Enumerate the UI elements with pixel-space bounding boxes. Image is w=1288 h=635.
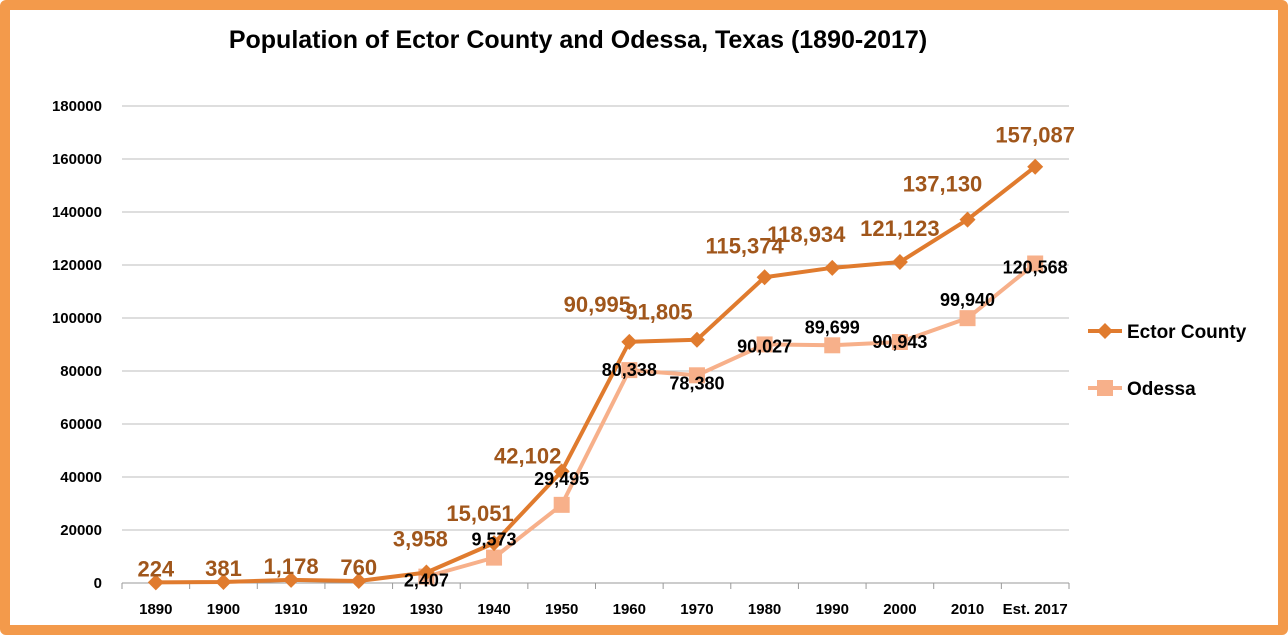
odessa-data-label: 120,568 <box>1003 257 1068 277</box>
y-tick-label: 20000 <box>60 522 102 539</box>
square-marker <box>959 310 976 327</box>
odessa-data-label: 90,943 <box>872 332 927 352</box>
x-tick-label: 1970 <box>680 601 713 618</box>
square-marker <box>486 549 503 566</box>
y-tick-label: 160000 <box>52 151 102 168</box>
data-labels: 2,407 9,573 29,495 80,338 78,380 90,027 89,699… <box>137 123 1074 591</box>
ector-county-data-label: 118,934 <box>767 222 846 247</box>
diamond-marker <box>959 211 976 228</box>
x-tick-label: 1940 <box>477 601 510 618</box>
x-tick-label: 1960 <box>613 601 646 618</box>
ector-county-data-label: 137,130 <box>903 172 983 197</box>
diamond-marker <box>1027 158 1044 175</box>
square-marker <box>1097 380 1113 396</box>
ector-county-data-label: 381 <box>205 556 242 581</box>
square-marker <box>688 367 705 384</box>
square-marker <box>1027 255 1044 272</box>
diamond-marker <box>418 564 435 581</box>
odessa-data-label: 89,699 <box>805 317 860 337</box>
odessa-data-label: 29,495 <box>534 469 589 489</box>
ector-county-data-label: 157,087 <box>995 123 1075 148</box>
square-marker <box>756 336 773 353</box>
x-tick-label: Est. 2017 <box>1003 601 1068 618</box>
ector-county-data-label: 1,178 <box>264 554 319 579</box>
odessa-data-label: 2,407 <box>404 571 449 591</box>
diamond-marker <box>824 259 841 276</box>
y-tick-label: 40000 <box>60 469 102 486</box>
x-axis-ticks: 1890 1900 1910 1920 1930 1940 1950 1960 1970 1980… <box>139 601 1068 618</box>
y-tick-label: 180000 <box>52 98 102 115</box>
odessa-data-label: 99,940 <box>940 290 995 310</box>
gridlines <box>121 105 1070 589</box>
x-tick-label: 1980 <box>748 601 781 618</box>
x-tick-label: 1890 <box>139 601 172 618</box>
legend-label-ector-county: Ector County <box>1127 322 1247 343</box>
legend-label-odessa: Odessa <box>1127 379 1196 400</box>
square-marker <box>824 337 841 354</box>
ector-county-data-label: 15,051 <box>446 501 513 526</box>
y-tick-label: 100000 <box>52 310 102 327</box>
diamond-marker <box>688 331 705 348</box>
diamond-marker <box>621 333 638 350</box>
diamond-marker <box>486 535 503 552</box>
ector-county-data-label: 115,374 <box>705 233 784 258</box>
diamond-marker <box>147 574 164 591</box>
series-layer <box>147 158 1044 591</box>
diamond-marker <box>756 269 773 286</box>
legend: Ector County Odessa <box>1088 322 1247 400</box>
x-tick-label: 1910 <box>274 601 307 618</box>
y-tick-label: 60000 <box>60 416 102 433</box>
ector-county-line <box>155 165 1037 585</box>
y-tick-label: 140000 <box>52 204 102 221</box>
x-tick-label: 2010 <box>951 601 984 618</box>
ector-county-data-label: 42,102 <box>494 443 561 468</box>
diamond-marker <box>553 463 570 480</box>
x-tick-label: 1990 <box>816 601 849 618</box>
ector-county-data-label: 760 <box>340 555 377 580</box>
odessa-data-label: 90,027 <box>737 336 792 356</box>
diamond-marker <box>1097 323 1113 339</box>
y-axis-ticks: 0 20000 40000 60000 80000 100000 120000 140000 1… <box>52 98 102 592</box>
odessa-data-label: 78,380 <box>669 373 724 393</box>
odessa-line <box>425 261 1037 579</box>
odessa-data-label: 80,338 <box>602 360 657 380</box>
diamond-marker <box>215 573 232 590</box>
x-tick-label: 1950 <box>545 601 578 618</box>
y-tick-label: 80000 <box>60 363 102 380</box>
y-tick-label: 0 <box>94 575 102 592</box>
diamond-marker <box>350 572 367 589</box>
x-tick-label: 2000 <box>883 601 916 618</box>
x-tick-label: 1900 <box>207 601 240 618</box>
y-tick-label: 120000 <box>52 257 102 274</box>
diamond-marker <box>891 254 908 271</box>
diamond-marker <box>283 571 300 588</box>
square-marker <box>553 496 570 513</box>
ector-county-data-label: 90,995 <box>564 292 631 317</box>
square-marker <box>891 334 908 351</box>
chart-title: Population of Ector County and Odessa, T… <box>229 26 927 54</box>
x-tick-label: 1930 <box>410 601 443 618</box>
ector-county-data-label: 224 <box>137 556 174 581</box>
square-marker <box>621 362 638 379</box>
ector-county-data-label: 121,123 <box>860 216 940 241</box>
odessa-data-label: 9,573 <box>472 530 517 550</box>
ector-county-data-label: 91,805 <box>625 300 692 325</box>
x-tick-label: 1920 <box>342 601 375 618</box>
ector-county-data-label: 3,958 <box>393 527 448 552</box>
